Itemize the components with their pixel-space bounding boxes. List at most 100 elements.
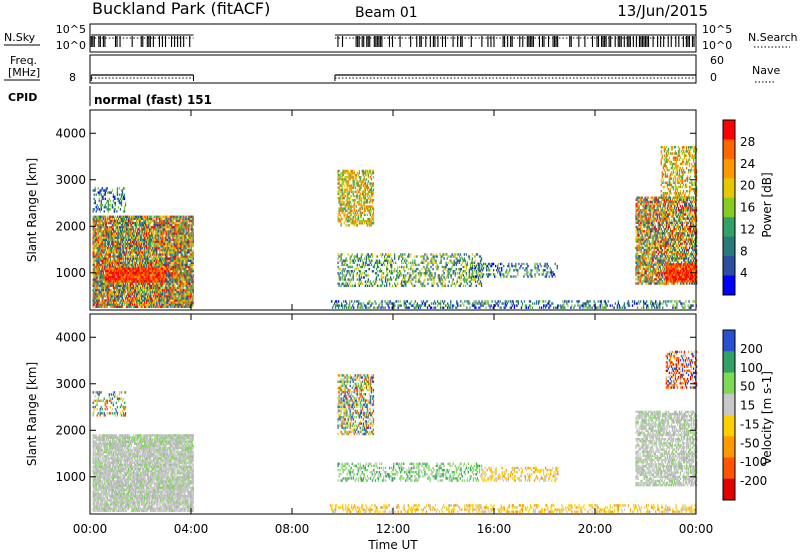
scatter-cell [109, 203, 112, 207]
scatter-cell [92, 270, 94, 273]
scatter-cell [338, 217, 340, 221]
scatter-cell [157, 293, 159, 296]
scatter-cell [132, 299, 135, 302]
scatter-cell [170, 282, 172, 285]
scatter-cell [116, 240, 119, 244]
scatter-cell [95, 301, 97, 304]
scatter-cell [360, 176, 362, 179]
scatter-cell [95, 234, 97, 237]
scatter-cell [150, 215, 152, 218]
scatter-cell [141, 286, 143, 290]
scatter-cell [106, 234, 108, 237]
scatter-cell [128, 303, 131, 306]
scatter-cell [112, 259, 115, 262]
scatter-cell [136, 240, 139, 244]
scatter-cell [146, 240, 148, 244]
scatter-cell [371, 201, 374, 204]
scatter-cell [113, 242, 116, 246]
scatter-cell [97, 297, 99, 300]
scatter-cell [151, 257, 153, 260]
scatter-cell [128, 232, 131, 235]
scatter-cell [119, 286, 122, 290]
scatter-cell [111, 223, 114, 227]
scatter-cell [341, 188, 343, 191]
scatter-cell [146, 246, 148, 250]
scatter-cell [94, 278, 96, 281]
scatter-cell [127, 263, 130, 267]
scatter-cell [174, 301, 176, 304]
scatter-cell [158, 305, 160, 308]
scatter-cell [140, 257, 142, 260]
scatter-cell [145, 244, 147, 248]
scatter-cell [93, 293, 95, 296]
scatter-cell [98, 223, 100, 227]
scatter-cell [106, 187, 108, 190]
scatter-cell [104, 236, 106, 239]
scatter-cell [134, 286, 137, 290]
scatter-cell [98, 290, 100, 294]
scatter-cell [104, 219, 106, 223]
scatter-cell [190, 293, 192, 296]
scatter-cell [137, 280, 139, 283]
scatter-cell [123, 197, 126, 201]
scatter-cell [159, 221, 161, 225]
scatter-cell [192, 215, 194, 218]
scatter-cell [120, 238, 123, 241]
scatter-cell [114, 240, 117, 244]
scatter-cell [103, 232, 105, 235]
scatter-cell [99, 274, 101, 277]
scatter-cell [116, 284, 119, 288]
scatter-cell [357, 173, 359, 177]
scatter-cell [132, 295, 135, 298]
scatter-cell [369, 201, 372, 204]
scatter-cell [97, 265, 99, 269]
scatter-cell [92, 217, 94, 221]
scatter-cell [138, 282, 141, 285]
scatter-cell [159, 242, 161, 246]
scatter-cell [97, 272, 99, 275]
scatter-cell [92, 267, 94, 271]
scatter-cell [353, 182, 355, 185]
scatter-cell [100, 217, 102, 221]
scatter-cell [113, 288, 116, 292]
scatter-cell [118, 244, 121, 248]
scatter-cell [146, 232, 148, 235]
scatter-cell [159, 246, 161, 250]
scatter-cell [133, 217, 136, 221]
scatter-cell [178, 234, 180, 237]
scatter-cell [146, 238, 148, 241]
scatter-cell [183, 261, 185, 265]
scatter-cell [140, 251, 142, 254]
scatter-cell [124, 290, 127, 294]
scatter-cell [156, 295, 158, 298]
scatter-cell [150, 301, 152, 304]
scatter-cell [115, 275, 117, 279]
scatter-cell [365, 173, 368, 177]
scatter-cell [105, 253, 107, 256]
scatter-cell [99, 257, 101, 260]
scatter-cell [156, 244, 158, 248]
scatter-cell [141, 230, 143, 233]
scatter-cell [112, 242, 115, 246]
scatter-cell [158, 255, 160, 258]
scatter-cell [145, 299, 147, 302]
scatter-cell [120, 305, 123, 308]
scatter-cell [147, 236, 149, 239]
scatter-cell [176, 217, 178, 221]
scatter-cell [100, 189, 102, 192]
scatter-cell [151, 228, 153, 231]
scatter-cell [109, 234, 112, 237]
scatter-cell [157, 249, 159, 252]
scatter-cell [112, 244, 115, 248]
scatter-cell [116, 286, 119, 290]
scatter-cell [127, 244, 130, 248]
scatter-cell [136, 217, 139, 221]
scatter-cell [130, 244, 133, 248]
scatter-cell [100, 244, 102, 248]
scatter-cell [111, 284, 114, 288]
scatter-cell [104, 244, 106, 248]
scatter-cell [147, 255, 149, 258]
scatter-cell [135, 223, 138, 227]
scatter-cell [102, 223, 104, 227]
scatter-cell [145, 249, 147, 252]
